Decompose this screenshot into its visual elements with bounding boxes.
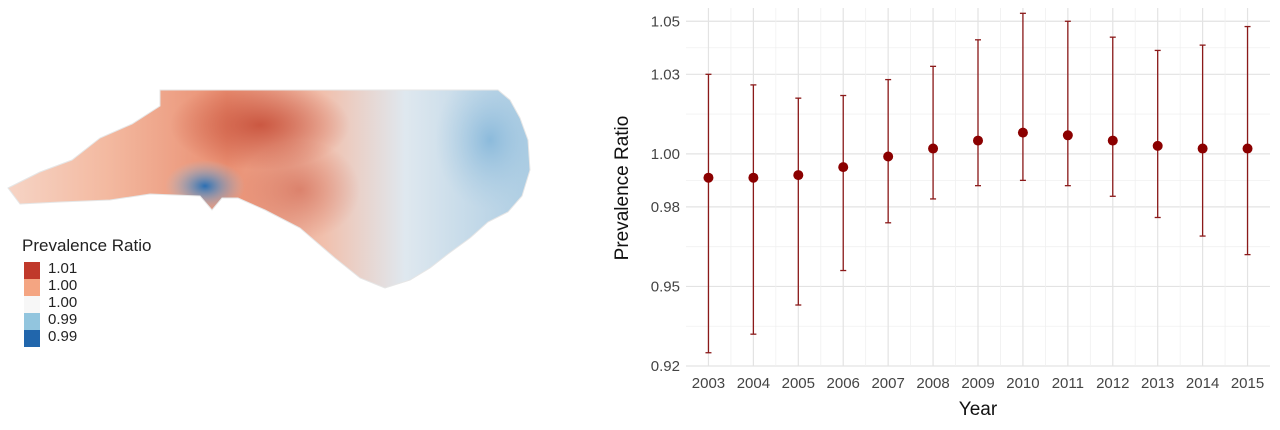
data-point bbox=[703, 172, 714, 183]
x-tick-label: 2014 bbox=[1186, 375, 1219, 392]
legend-colorbar bbox=[24, 262, 40, 347]
legend-swatch-1 bbox=[24, 279, 40, 296]
data-point bbox=[1107, 135, 1118, 146]
x-tick-label: 2013 bbox=[1141, 375, 1174, 392]
data-point bbox=[793, 170, 804, 181]
grid bbox=[686, 8, 1270, 367]
data-marks bbox=[703, 12, 1253, 354]
x-tick-label: 2015 bbox=[1231, 375, 1264, 392]
data-point bbox=[883, 151, 894, 162]
y-axis-ticks: 0.92 0.95 0.98 1.00 1.03 1.05 bbox=[651, 13, 680, 375]
legend-swatch-4 bbox=[24, 330, 40, 347]
y-tick-label: 1.05 bbox=[651, 13, 680, 30]
y-tick-label: 0.92 bbox=[651, 358, 680, 375]
map-panel: Prevalence Ratio 1.01 1.00 1.00 0.99 0.9… bbox=[0, 0, 560, 425]
data-point bbox=[928, 143, 939, 154]
legend-swatch-0 bbox=[24, 262, 40, 279]
legend-label-3: 0.99 bbox=[48, 311, 77, 328]
x-tick-label: 2004 bbox=[737, 375, 770, 392]
legend-label-0: 1.01 bbox=[48, 260, 77, 277]
y-tick-label: 0.95 bbox=[651, 278, 680, 295]
data-point bbox=[1062, 130, 1073, 141]
x-tick-label: 2011 bbox=[1052, 375, 1084, 392]
data-point bbox=[748, 172, 759, 183]
x-tick-label: 2012 bbox=[1096, 375, 1129, 392]
x-tick-label: 2009 bbox=[961, 375, 994, 392]
y-tick-label: 1.03 bbox=[651, 66, 680, 83]
legend-title: Prevalence Ratio bbox=[22, 236, 151, 255]
data-point bbox=[1197, 143, 1208, 154]
legend-label-4: 0.99 bbox=[48, 328, 77, 345]
x-tick-label: 2003 bbox=[692, 375, 725, 392]
state-outline bbox=[7, 89, 531, 289]
state-fill bbox=[8, 90, 530, 288]
data-point bbox=[838, 162, 849, 173]
data-point bbox=[973, 135, 983, 146]
data-point bbox=[1017, 127, 1028, 138]
x-axis-title: Year bbox=[959, 399, 998, 420]
x-tick-label: 2006 bbox=[827, 375, 860, 392]
legend-swatch-3 bbox=[24, 313, 40, 330]
prevalence-chart: 0.920.950.981.001.031.05 2003 2004 2005 200… bbox=[612, 8, 1270, 420]
x-tick-label: 2008 bbox=[916, 375, 949, 392]
y-axis-title: Prevalence Ratio bbox=[612, 116, 633, 261]
x-tick-label: 2007 bbox=[871, 375, 904, 392]
data-point bbox=[1242, 143, 1253, 154]
chart-panel: 0.92 0.95 0.98 1.00 1.03 1.05 2003 2004 2005 200… bbox=[600, 0, 1280, 425]
y-tick-label: 1.00 bbox=[651, 146, 680, 163]
legend-swatch-2 bbox=[24, 296, 40, 313]
y-tick-label: 0.98 bbox=[651, 199, 680, 216]
legend-label-2: 1.00 bbox=[48, 294, 77, 311]
legend-label-1: 1.00 bbox=[48, 277, 77, 294]
choropleth-map: Prevalence Ratio 1.01 1.00 1.00 0.99 0.9… bbox=[7, 89, 531, 347]
x-tick-label: 2005 bbox=[782, 375, 815, 392]
data-point bbox=[1152, 140, 1163, 151]
x-axis-ticks: 2003 2004 2005 2006 2007 2008 2009 2010 2011 2012… bbox=[692, 375, 1264, 392]
x-tick-label: 2010 bbox=[1006, 375, 1039, 392]
